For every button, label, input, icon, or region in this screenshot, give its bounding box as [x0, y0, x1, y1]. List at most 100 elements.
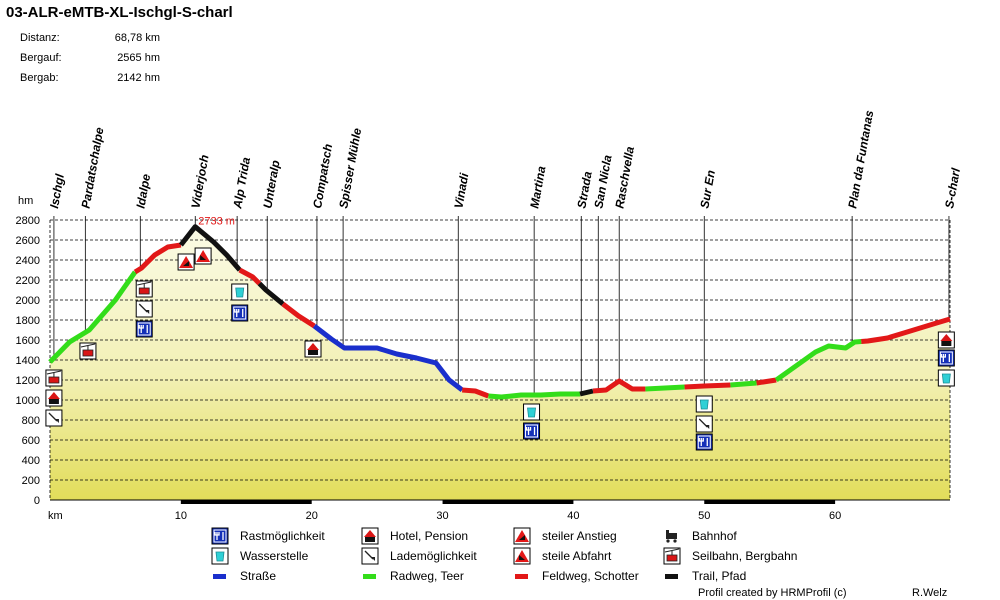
place-label: Plan da Funtanas — [845, 109, 876, 210]
stat-value-ascent: 2565 hm — [117, 52, 160, 64]
legend-item: Trail, Pfad — [665, 569, 746, 583]
profile-segment — [861, 316, 951, 344]
y-tick-label: 1800 — [16, 315, 40, 327]
profile-segment — [178, 224, 242, 272]
legend-label: Trail, Pfad — [692, 569, 746, 583]
rest-icon — [231, 304, 249, 322]
water-icon — [231, 283, 249, 301]
steep-down-icon — [194, 247, 212, 265]
legend-swatch — [363, 574, 376, 579]
stat-value-descent: 2142 hm — [117, 72, 160, 84]
profile-segment — [133, 242, 182, 275]
place-label: Vinadi — [451, 171, 471, 209]
water-icon — [211, 547, 229, 565]
profile-segment — [730, 380, 757, 388]
place-label: Ischgl — [47, 172, 67, 209]
place-label: Spisser Mühle — [336, 127, 364, 210]
legend-label: Seilbahn, Bergbahn — [692, 549, 797, 563]
legend-item: steiler Anstieg — [513, 527, 617, 545]
x-tick-label: 60 — [829, 510, 841, 522]
profile-segment — [684, 382, 731, 390]
x-tick-label: 10 — [175, 510, 187, 522]
place-label: Viderjoch — [188, 154, 211, 210]
legend-item: Hotel, Pension — [361, 527, 468, 545]
y-tick-label: 1000 — [16, 395, 40, 407]
footer-author: R.Welz — [912, 587, 947, 599]
legend-item: steile Abfahrt — [513, 547, 612, 565]
water-icon — [695, 395, 713, 413]
legend-label: Wasserstelle — [240, 549, 309, 563]
cable-icon — [663, 547, 681, 565]
hotel-icon — [304, 340, 322, 358]
legend-swatch — [665, 574, 678, 579]
y-tick-label: 800 — [22, 415, 40, 427]
legend-swatch — [213, 574, 226, 579]
profile-segment — [756, 377, 777, 386]
km-band — [442, 500, 574, 504]
stat-label-distance: Distanz: — [20, 32, 60, 44]
place-label: Unteralp — [260, 159, 282, 209]
place-label: S-charl — [942, 166, 963, 209]
legend-label: Straße — [240, 569, 276, 583]
hotel-icon — [45, 389, 63, 407]
y-tick-label: 0 — [34, 495, 40, 507]
steep-up-icon — [177, 253, 195, 271]
legend-label: steile Abfahrt — [542, 549, 612, 563]
footer-credit: Profil created by HRMProfil (c) — [698, 587, 847, 599]
place-label: Compatsch — [310, 143, 335, 210]
rest-icon — [523, 422, 541, 440]
profile-segment — [238, 267, 262, 286]
legend-label: Lademöglichkeit — [390, 549, 477, 563]
legend-label: Radweg, Teer — [390, 569, 464, 583]
charging-icon — [361, 547, 379, 565]
legend-label: Hotel, Pension — [390, 529, 468, 543]
legend-item: Wasserstelle — [211, 547, 309, 565]
legend-swatch — [515, 574, 528, 579]
place-label: Raschvella — [612, 145, 637, 210]
profile-segment — [257, 281, 285, 306]
profile-segment — [645, 384, 685, 392]
cable-icon — [135, 280, 153, 298]
rest-icon — [135, 320, 153, 338]
legend-label: steiler Anstieg — [542, 529, 617, 543]
stat-label-descent: Bergab: — [20, 72, 59, 84]
place-label: Strada — [574, 170, 594, 210]
cable-icon — [79, 342, 97, 360]
y-tick-label: 2000 — [16, 295, 40, 307]
max-elevation-label: 2733 m — [198, 216, 235, 228]
y-tick-label: 600 — [22, 435, 40, 447]
x-tick-label: 50 — [698, 510, 710, 522]
profile-segment — [774, 339, 862, 383]
place-label: Sur En — [697, 169, 718, 210]
profile-segment — [312, 324, 464, 392]
legend-item: Bahnhof — [666, 529, 737, 543]
charging-icon — [135, 300, 153, 318]
water-icon — [523, 403, 541, 421]
place-label: San Nicla — [591, 154, 614, 210]
profile-segment — [592, 378, 646, 394]
cable-icon — [45, 369, 63, 387]
rest-icon — [695, 433, 713, 451]
x-axis-label: km — [48, 510, 63, 522]
x-tick-label: 30 — [436, 510, 448, 522]
train-icon — [666, 530, 677, 543]
y-axis-label: hm — [18, 195, 33, 207]
charging-icon — [695, 415, 713, 433]
profile-segment — [462, 387, 490, 399]
profile-segment — [48, 270, 138, 364]
km-band — [704, 500, 836, 504]
hotel-icon — [937, 331, 955, 349]
profile-segment — [488, 391, 580, 400]
y-tick-label: 2400 — [16, 255, 40, 267]
y-tick-label: 1200 — [16, 375, 40, 387]
y-tick-label: 1400 — [16, 355, 40, 367]
legend-label: Feldweg, Schotter — [542, 569, 639, 583]
steep-up-icon — [513, 527, 531, 545]
legend-label: Rastmöglichkeit — [240, 529, 325, 543]
profile-segment — [579, 388, 594, 397]
place-label: Pardatschalpe — [78, 126, 106, 210]
x-tick-label: 40 — [567, 510, 579, 522]
y-tick-label: 2800 — [16, 215, 40, 227]
profile-segment — [281, 302, 316, 329]
